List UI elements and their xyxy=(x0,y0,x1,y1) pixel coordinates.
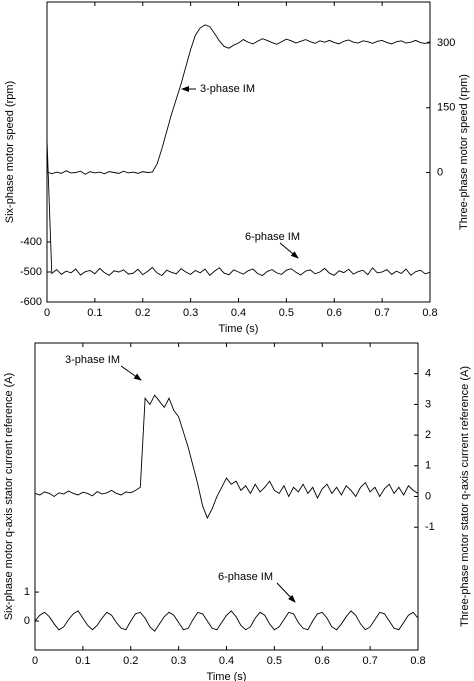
series-line xyxy=(46,24,431,175)
y2-tick-label: 300 xyxy=(437,37,455,49)
x-tick-label: 0.4 xyxy=(231,307,246,319)
x-tick-label: 0 xyxy=(44,307,50,319)
y2-tick-label: 2 xyxy=(425,429,431,441)
annotation-arrow xyxy=(279,242,299,259)
y2-axis-label: Three-phase motor speed (rpm) xyxy=(458,74,470,230)
x-tick-label: 0.3 xyxy=(183,307,198,319)
x-tick-label: 0.7 xyxy=(374,307,389,319)
y-tick-label: -400 xyxy=(20,236,42,248)
x-tick-label: 0.6 xyxy=(327,307,342,319)
plot-frame xyxy=(46,1,431,303)
y2-tick-label: 4 xyxy=(425,368,431,380)
x-tick-label: 0.2 xyxy=(123,655,138,667)
y-tick-label: 1 xyxy=(24,586,30,598)
plot-frame xyxy=(34,342,419,651)
annotation-arrow xyxy=(276,582,296,603)
y-axis-label: Six-phase motor speed (rpm) xyxy=(4,81,16,223)
y-axis-label: Six-phase motor q-axis stator current re… xyxy=(3,373,15,621)
y2-tick-label: -1 xyxy=(425,521,435,533)
x-tick-label: 0.7 xyxy=(362,655,377,667)
annotation: 3-phase IM xyxy=(65,354,120,366)
x-tick-label: 0.1 xyxy=(87,307,102,319)
y2-tick-label: 0 xyxy=(425,490,431,502)
x-tick-label: 0.5 xyxy=(279,307,294,319)
y-tick-label: -600 xyxy=(20,296,42,308)
x-tick-label: 0.5 xyxy=(267,655,282,667)
x-tick-label: 0.1 xyxy=(75,655,90,667)
x-tick-label: 0.4 xyxy=(219,655,234,667)
x-tick-label: 0.8 xyxy=(410,655,425,667)
annotation: 6-phase IM xyxy=(245,231,300,243)
y2-tick-label: 150 xyxy=(437,102,455,114)
y2-tick-label: 1 xyxy=(425,460,431,472)
y-tick-label: 0 xyxy=(24,615,30,627)
x-tick-label: 0.6 xyxy=(315,655,330,667)
series-line xyxy=(34,610,419,632)
series-line xyxy=(46,139,431,277)
series-line xyxy=(34,394,419,520)
x-axis-label: Time (s) xyxy=(207,671,247,681)
annotation-arrow xyxy=(120,365,142,381)
x-tick-label: 0.2 xyxy=(135,307,150,319)
annotation: 3-phase IM xyxy=(200,83,255,95)
annotation: 6-phase IM xyxy=(218,571,273,583)
x-tick-label: 0 xyxy=(32,655,38,667)
y-tick-label: -500 xyxy=(20,266,42,278)
x-axis-label: Time (s) xyxy=(219,323,259,335)
y2-tick-label: 3 xyxy=(425,398,431,410)
y2-axis-label: Three-phase motor stator q-axis current … xyxy=(459,366,471,627)
x-tick-label: 0.8 xyxy=(422,307,437,319)
x-tick-label: 0.3 xyxy=(171,655,186,667)
y2-tick-label: 0 xyxy=(437,166,443,178)
